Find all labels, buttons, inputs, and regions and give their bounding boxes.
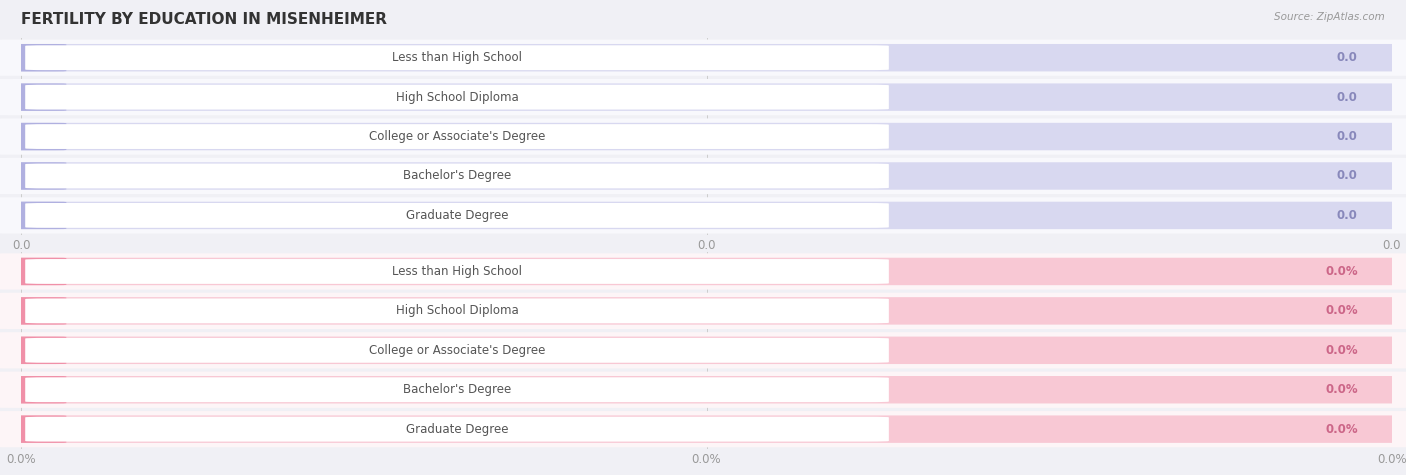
FancyBboxPatch shape [0, 293, 1406, 329]
FancyBboxPatch shape [0, 79, 1406, 115]
Text: Less than High School: Less than High School [392, 265, 522, 278]
Text: Bachelor's Degree: Bachelor's Degree [404, 170, 512, 182]
FancyBboxPatch shape [0, 39, 1406, 76]
FancyBboxPatch shape [0, 158, 1406, 194]
FancyBboxPatch shape [10, 44, 66, 71]
FancyBboxPatch shape [25, 259, 889, 284]
FancyBboxPatch shape [10, 123, 1403, 150]
FancyBboxPatch shape [25, 338, 889, 363]
FancyBboxPatch shape [10, 202, 1403, 229]
FancyBboxPatch shape [0, 411, 1406, 447]
Text: Graduate Degree: Graduate Degree [406, 423, 509, 436]
FancyBboxPatch shape [10, 162, 66, 190]
FancyBboxPatch shape [25, 377, 889, 402]
Text: 0.0%: 0.0% [1324, 265, 1358, 278]
Text: 0.0%: 0.0% [1324, 423, 1358, 436]
Text: Less than High School: Less than High School [392, 51, 522, 64]
Text: 0.0: 0.0 [1337, 170, 1358, 182]
FancyBboxPatch shape [10, 376, 66, 403]
FancyBboxPatch shape [25, 417, 889, 442]
FancyBboxPatch shape [10, 162, 1403, 190]
FancyBboxPatch shape [10, 84, 1403, 111]
FancyBboxPatch shape [0, 118, 1406, 155]
Text: High School Diploma: High School Diploma [395, 304, 519, 317]
Text: Bachelor's Degree: Bachelor's Degree [404, 383, 512, 396]
FancyBboxPatch shape [10, 202, 66, 229]
FancyBboxPatch shape [10, 337, 66, 364]
FancyBboxPatch shape [0, 332, 1406, 369]
Text: 0.0%: 0.0% [1324, 344, 1358, 357]
FancyBboxPatch shape [25, 163, 889, 189]
FancyBboxPatch shape [10, 337, 1403, 364]
Text: 0.0: 0.0 [1337, 51, 1358, 64]
FancyBboxPatch shape [0, 253, 1406, 290]
FancyBboxPatch shape [25, 85, 889, 110]
Text: 0.0: 0.0 [1337, 91, 1358, 104]
FancyBboxPatch shape [10, 416, 66, 443]
FancyBboxPatch shape [10, 258, 66, 285]
Text: College or Associate's Degree: College or Associate's Degree [368, 130, 546, 143]
FancyBboxPatch shape [10, 376, 1403, 403]
FancyBboxPatch shape [10, 297, 1403, 324]
Text: Source: ZipAtlas.com: Source: ZipAtlas.com [1274, 12, 1385, 22]
Text: High School Diploma: High School Diploma [395, 91, 519, 104]
FancyBboxPatch shape [10, 44, 1403, 71]
Text: College or Associate's Degree: College or Associate's Degree [368, 344, 546, 357]
Text: Graduate Degree: Graduate Degree [406, 209, 509, 222]
FancyBboxPatch shape [25, 45, 889, 70]
Text: 0.0: 0.0 [1337, 130, 1358, 143]
FancyBboxPatch shape [25, 298, 889, 323]
Text: 0.0%: 0.0% [1324, 304, 1358, 317]
FancyBboxPatch shape [10, 123, 66, 150]
FancyBboxPatch shape [10, 84, 66, 111]
Text: 0.0: 0.0 [1337, 209, 1358, 222]
Text: 0.0%: 0.0% [1324, 383, 1358, 396]
FancyBboxPatch shape [25, 124, 889, 149]
FancyBboxPatch shape [10, 297, 66, 324]
Text: FERTILITY BY EDUCATION IN MISENHEIMER: FERTILITY BY EDUCATION IN MISENHEIMER [21, 12, 387, 27]
FancyBboxPatch shape [0, 197, 1406, 234]
FancyBboxPatch shape [0, 371, 1406, 408]
FancyBboxPatch shape [25, 203, 889, 228]
FancyBboxPatch shape [10, 416, 1403, 443]
FancyBboxPatch shape [10, 258, 1403, 285]
